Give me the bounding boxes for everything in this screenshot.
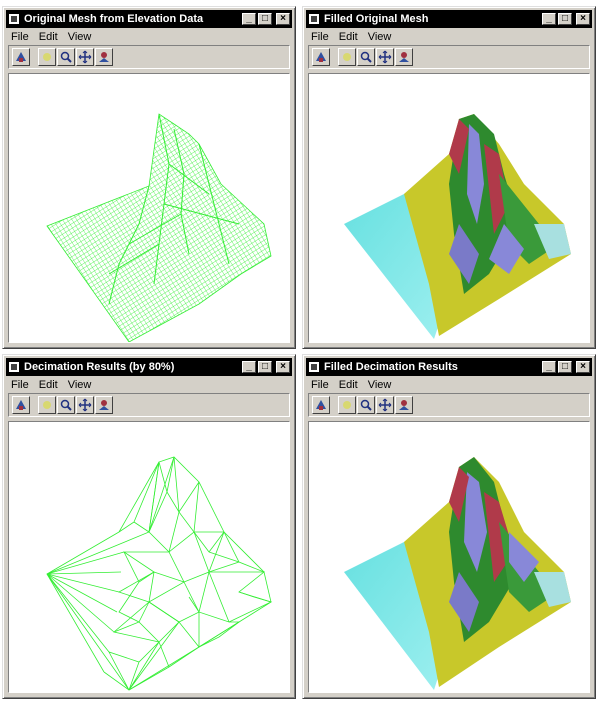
- zoom-button[interactable]: [57, 396, 75, 414]
- maximize-button[interactable]: □: [558, 361, 572, 373]
- pan-icon: [78, 50, 92, 64]
- render-icon: [16, 52, 26, 62]
- rotate-icon: [343, 401, 351, 409]
- menu-view[interactable]: View: [67, 30, 92, 43]
- filled-surface-render: [344, 114, 571, 339]
- menu-edit[interactable]: Edit: [38, 378, 58, 391]
- toolbar: [308, 393, 590, 417]
- app-icon: [8, 13, 20, 25]
- viewport-wireframe[interactable]: [8, 73, 290, 343]
- pan-button[interactable]: [76, 48, 94, 66]
- menu-bar: File Edit View: [6, 29, 292, 44]
- title-bar[interactable]: Filled Decimation Results _ □ ×: [306, 358, 592, 376]
- reset-view-icon: [99, 400, 109, 410]
- render-button[interactable]: [12, 48, 30, 66]
- rotate-icon: [43, 401, 51, 409]
- window-filled-original: Filled Original Mesh _ □ × File Edit Vie…: [302, 6, 596, 349]
- app-icon: [8, 361, 20, 373]
- menu-edit[interactable]: Edit: [338, 30, 358, 43]
- viewport-filled-decimated[interactable]: [308, 421, 590, 693]
- window-title: Filled Original Mesh: [324, 13, 429, 25]
- minimize-button[interactable]: _: [542, 361, 556, 373]
- minimize-button[interactable]: _: [242, 13, 256, 25]
- render-button[interactable]: [312, 396, 330, 414]
- window-title: Decimation Results (by 80%): [24, 361, 175, 373]
- window-original-mesh: Original Mesh from Elevation Data _ □ × …: [2, 6, 296, 349]
- zoom-button[interactable]: [57, 48, 75, 66]
- wireframe-mesh-render: [46, 113, 272, 342]
- filled-decimated-surface-render: [344, 457, 571, 690]
- toolbar: [8, 393, 290, 417]
- render-button[interactable]: [12, 396, 30, 414]
- close-button[interactable]: ×: [576, 361, 590, 373]
- zoom-icon: [60, 51, 72, 63]
- window-title: Original Mesh from Elevation Data: [24, 13, 204, 25]
- reset-view-icon: [399, 400, 409, 410]
- reset-view-icon: [99, 52, 109, 62]
- zoom-icon: [360, 399, 372, 411]
- menu-view[interactable]: View: [367, 30, 392, 43]
- zoom-icon: [360, 51, 372, 63]
- pan-button[interactable]: [76, 396, 94, 414]
- render-button[interactable]: [312, 48, 330, 66]
- close-button[interactable]: ×: [276, 361, 290, 373]
- reset-view-icon: [399, 52, 409, 62]
- menu-file[interactable]: File: [11, 378, 29, 391]
- toolbar: [308, 45, 590, 69]
- zoom-button[interactable]: [357, 48, 375, 66]
- maximize-button[interactable]: □: [558, 13, 572, 25]
- maximize-button[interactable]: □: [258, 13, 272, 25]
- render-icon: [16, 400, 26, 410]
- viewport-decimated[interactable]: [8, 421, 290, 693]
- pan-icon: [378, 398, 392, 412]
- render-icon: [316, 400, 326, 410]
- title-bar[interactable]: Original Mesh from Elevation Data _ □ ×: [6, 10, 292, 28]
- menu-view[interactable]: View: [67, 378, 92, 391]
- viewport-filled[interactable]: [308, 73, 590, 343]
- app-icon: [308, 361, 320, 373]
- menu-file[interactable]: File: [311, 30, 329, 43]
- zoom-button[interactable]: [357, 396, 375, 414]
- close-button[interactable]: ×: [276, 13, 290, 25]
- window-filled-decimation: Filled Decimation Results _ □ × File Edi…: [302, 354, 596, 699]
- rotate-button[interactable]: [38, 396, 56, 414]
- minimize-button[interactable]: _: [242, 361, 256, 373]
- pan-icon: [378, 50, 392, 64]
- minimize-button[interactable]: _: [542, 13, 556, 25]
- toolbar: [8, 45, 290, 69]
- menu-bar: File Edit View: [306, 377, 592, 392]
- window-decimation-results: Decimation Results (by 80%) _ □ × File E…: [2, 354, 296, 699]
- menu-edit[interactable]: Edit: [338, 378, 358, 391]
- pan-icon: [78, 398, 92, 412]
- reset-view-button[interactable]: [395, 48, 413, 66]
- reset-view-button[interactable]: [395, 396, 413, 414]
- maximize-button[interactable]: □: [258, 361, 272, 373]
- window-title: Filled Decimation Results: [324, 361, 458, 373]
- title-bar[interactable]: Filled Original Mesh _ □ ×: [306, 10, 592, 28]
- menu-file[interactable]: File: [311, 378, 329, 391]
- pan-button[interactable]: [376, 396, 394, 414]
- decimated-wireframe-render: [46, 456, 273, 691]
- close-button[interactable]: ×: [576, 13, 590, 25]
- menu-file[interactable]: File: [11, 30, 29, 43]
- reset-view-button[interactable]: [95, 48, 113, 66]
- rotate-button[interactable]: [338, 48, 356, 66]
- rotate-icon: [343, 53, 351, 61]
- rotate-button[interactable]: [38, 48, 56, 66]
- reset-view-button[interactable]: [95, 396, 113, 414]
- pan-button[interactable]: [376, 48, 394, 66]
- menu-edit[interactable]: Edit: [38, 30, 58, 43]
- rotate-button[interactable]: [338, 396, 356, 414]
- render-icon: [316, 52, 326, 62]
- zoom-icon: [60, 399, 72, 411]
- rotate-icon: [43, 53, 51, 61]
- menu-view[interactable]: View: [367, 378, 392, 391]
- menu-bar: File Edit View: [6, 377, 292, 392]
- title-bar[interactable]: Decimation Results (by 80%) _ □ ×: [6, 358, 292, 376]
- app-icon: [308, 13, 320, 25]
- menu-bar: File Edit View: [306, 29, 592, 44]
